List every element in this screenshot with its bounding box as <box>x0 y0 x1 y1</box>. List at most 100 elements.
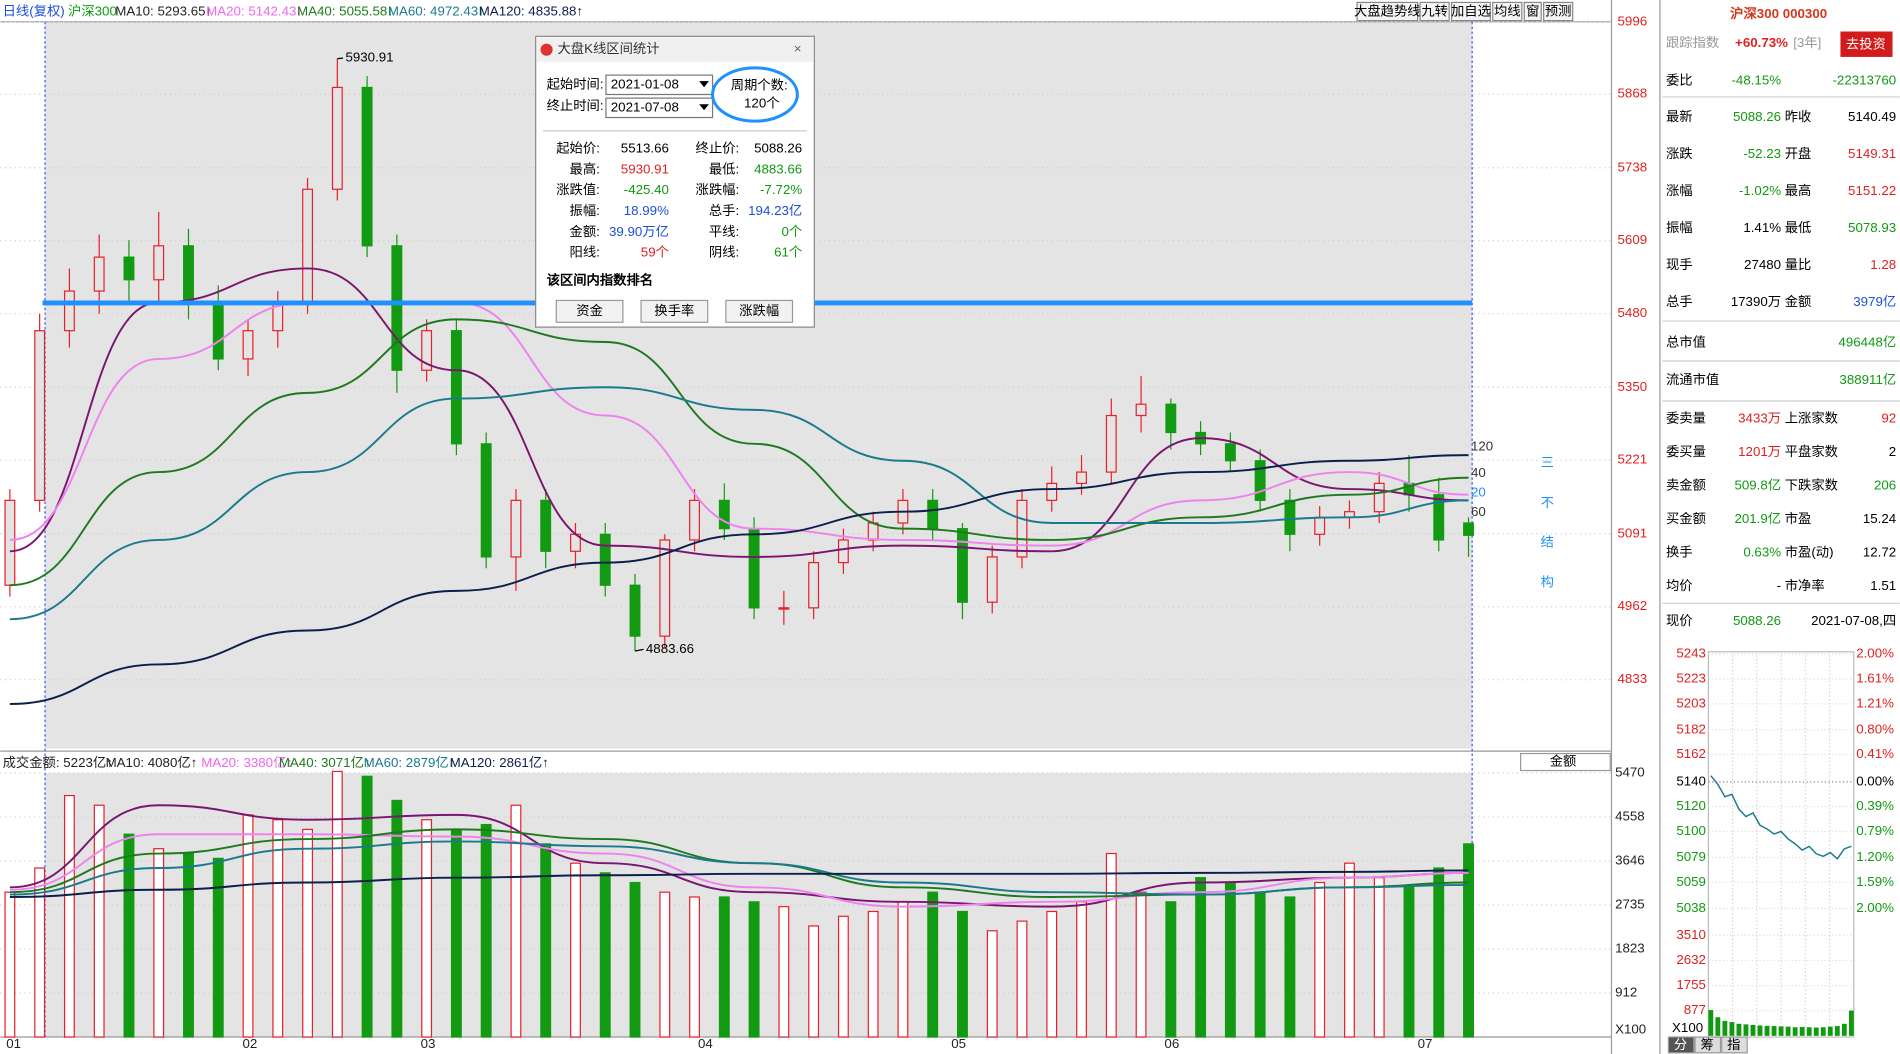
dropdown[interactable] <box>1520 752 1611 772</box>
stat-label: 总手: <box>709 203 739 218</box>
quote-value: 388911亿 <box>1839 372 1896 387</box>
dialog-button-label[interactable]: 换手率 <box>654 302 694 318</box>
dialog-button[interactable] <box>640 299 709 323</box>
intraday-volume <box>1729 1022 1735 1036</box>
ma-line <box>9 833 1469 908</box>
quote-label: 下跌家数 <box>1785 477 1838 493</box>
stat-value: 5513.66 <box>621 141 669 156</box>
y-tick-label: 2735 <box>1615 896 1645 911</box>
tab-label[interactable]: 指 <box>1727 1037 1740 1052</box>
scale-label: X100 <box>1615 1021 1646 1036</box>
dialog-button-label[interactable]: 涨跌幅 <box>739 303 779 318</box>
date-picker[interactable] <box>605 97 714 119</box>
intraday-volume <box>1736 1023 1742 1036</box>
candle-body <box>837 539 849 564</box>
date-picker[interactable] <box>605 74 714 96</box>
volume-bar <box>331 770 343 1038</box>
quote-label: 平盘家数 <box>1785 443 1838 459</box>
dialog-button[interactable] <box>555 299 624 323</box>
toolbar-button-label[interactable]: 均线 <box>1494 4 1521 19</box>
toolbar-button[interactable] <box>1450 1 1491 22</box>
candle-body <box>599 533 611 586</box>
candle-body <box>986 556 998 603</box>
y-tick-label: 2632 <box>1676 952 1706 967</box>
y2-tick-label: 0.00% <box>1856 773 1894 788</box>
toolbar-button-label[interactable]: 大盘趋势线 <box>1354 3 1421 19</box>
section-title: 该区间内指数排名 <box>547 272 654 288</box>
highlight-circle <box>711 66 799 123</box>
volume-bar <box>1254 891 1266 1038</box>
stat-value: 61个 <box>774 245 802 260</box>
quote-label: 市净率 <box>1785 577 1825 593</box>
candle-body <box>183 245 194 303</box>
stat-value: 4883.66 <box>754 161 802 176</box>
candle-body <box>1433 494 1445 541</box>
stat-label: 金额: <box>570 224 600 239</box>
intraday-volume <box>1785 1026 1791 1036</box>
volume-bar <box>421 819 433 1038</box>
tab[interactable] <box>1667 1036 1695 1054</box>
tab[interactable] <box>1721 1036 1748 1054</box>
volume-bar <box>1165 901 1177 1038</box>
candle-body <box>421 330 433 371</box>
toolbar-button-label[interactable]: 九转 <box>1421 4 1448 19</box>
candle-body <box>123 256 135 281</box>
legend-item: MA120: 2861亿↑ <box>450 755 549 770</box>
dropdown-label[interactable]: 金额 <box>1550 754 1577 769</box>
y2-tick-label: 2.00% <box>1856 900 1894 915</box>
stat-value: 5088.26 <box>754 141 802 156</box>
y-tick-label: 5100 <box>1676 823 1706 838</box>
candle-body <box>957 528 968 603</box>
toolbar-button[interactable] <box>1523 1 1542 22</box>
y-tick-label: 4558 <box>1615 808 1645 823</box>
volume-bar <box>837 915 849 1038</box>
y2-tick-label: 1.61% <box>1856 671 1894 686</box>
date-value[interactable]: 2021-01-08 <box>611 76 679 91</box>
close-button[interactable]: × <box>794 41 802 56</box>
legend-item: 日线(复权) <box>3 3 65 19</box>
quote-value: -1.02% <box>1739 183 1781 198</box>
tab-label[interactable]: 分 <box>1674 1037 1687 1052</box>
dialog-button[interactable] <box>725 299 794 323</box>
candle-body <box>1463 522 1474 536</box>
volume-bar <box>1046 910 1058 1038</box>
intraday-line <box>1710 775 1852 860</box>
candle-body <box>808 561 820 609</box>
stat-label: 涨跌值: <box>556 182 600 197</box>
toolbar-button-label[interactable]: 预测 <box>1545 4 1572 19</box>
stat-label: 平线: <box>709 224 739 239</box>
volume-bar <box>212 857 224 1038</box>
date-value[interactable]: 2021-07-08 <box>611 99 679 114</box>
toolbar-button[interactable] <box>1419 1 1450 22</box>
candle-body <box>689 499 700 541</box>
invest-button[interactable] <box>1840 31 1893 57</box>
dialog-icon <box>540 43 553 56</box>
stat-label: 涨跌幅: <box>696 182 740 197</box>
toolbar-button-label[interactable]: 窗 <box>1526 3 1539 19</box>
quote-label: 上涨家数 <box>1785 410 1838 426</box>
quote-value: 5151.22 <box>1848 183 1896 198</box>
y2-tick-label: 0.41% <box>1856 746 1894 761</box>
legend-item: 沪深300 <box>68 4 117 19</box>
candle-body <box>1165 403 1177 434</box>
quote-value: 1.41% <box>1743 220 1781 235</box>
invest-button-label[interactable]: 去投资 <box>1846 36 1886 51</box>
stat-value: 194.23亿 <box>748 203 802 218</box>
toolbar-button[interactable] <box>1492 1 1523 22</box>
volume-bar <box>272 819 284 1038</box>
dialog-button-label[interactable]: 资金 <box>576 303 603 318</box>
toolbar-button-label[interactable]: 加自选 <box>1451 4 1491 19</box>
tab[interactable] <box>1694 1036 1722 1054</box>
intraday-volume <box>1792 1027 1798 1036</box>
y-tick-label: 5350 <box>1618 379 1648 394</box>
candle-body <box>1314 516 1326 535</box>
volume-bar <box>1284 896 1296 1038</box>
toolbar-button[interactable] <box>1543 1 1574 22</box>
y-tick-label: 5996 <box>1618 13 1648 28</box>
stat-value: -425.40 <box>624 182 669 197</box>
tab-label[interactable]: 筹 <box>1701 1036 1714 1052</box>
toolbar-button[interactable] <box>1356 1 1419 22</box>
y-tick-label: 5079 <box>1676 849 1706 864</box>
y-tick-label: 5243 <box>1676 646 1706 661</box>
